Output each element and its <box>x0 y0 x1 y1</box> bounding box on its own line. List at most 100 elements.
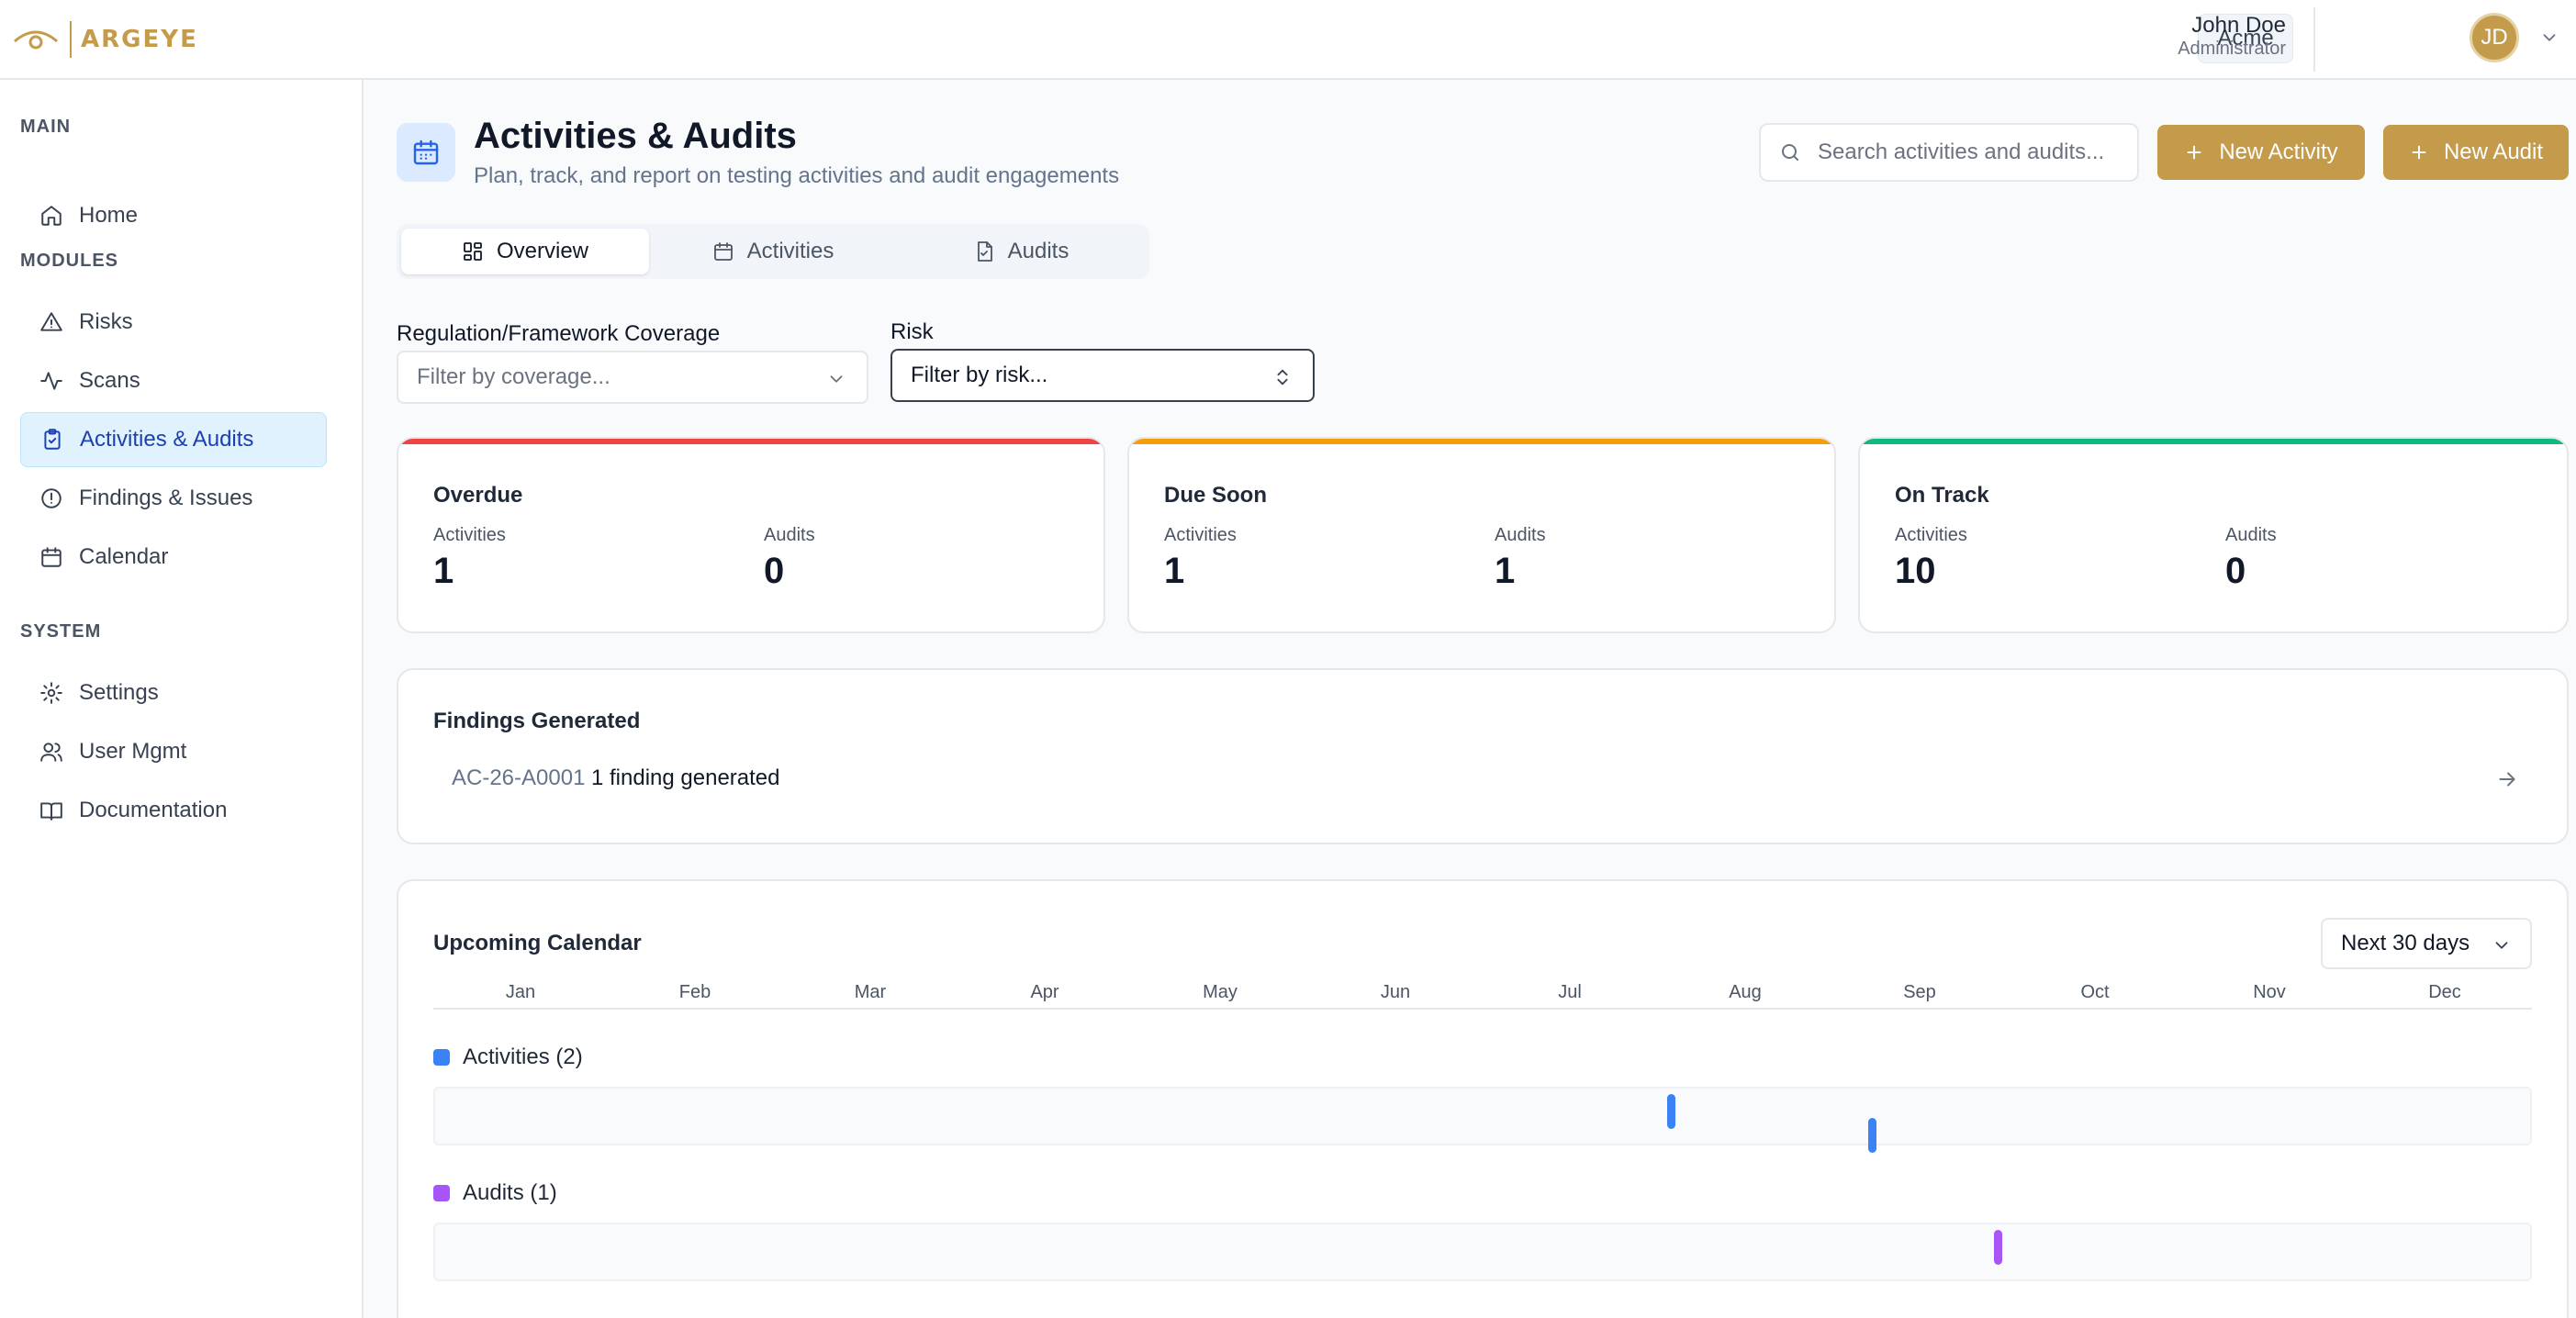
page-header-icon <box>397 123 455 182</box>
tab-label: Overview <box>496 239 589 263</box>
header-divider <box>2313 7 2315 72</box>
sidebar-item-label: Documentation <box>79 798 228 822</box>
sidebar-item-label: Calendar <box>79 544 169 569</box>
sidebar-item-label: User Mgmt <box>79 739 187 764</box>
sidebar-section-main: MAIN <box>20 117 72 137</box>
audits-label: Audits <box>2225 525 2277 545</box>
chevron-down-icon <box>826 369 846 389</box>
risk-filter-select[interactable]: Filter by risk... <box>890 349 1315 402</box>
audits-track <box>433 1223 2532 1281</box>
page-title: Activities & Audits <box>474 116 797 156</box>
home-icon <box>39 204 64 228</box>
avatar[interactable]: JD <box>2470 13 2519 62</box>
sidebar-item-label: Activities & Audits <box>80 427 254 452</box>
month-label: Oct <box>2080 982 2110 1002</box>
org-switcher-button[interactable]: Acme <box>2198 14 2293 63</box>
sidebar-item-documentation[interactable]: Documentation <box>20 783 327 838</box>
range-select[interactable]: Next 30 days <box>2321 918 2532 969</box>
month-axis: Jan Feb Mar Apr May Jun Jul Aug Sep Oct … <box>433 982 2532 1010</box>
audit-event-marker[interactable] <box>1994 1230 2002 1265</box>
search-icon <box>1779 141 1801 163</box>
risk-filter-label: Risk <box>890 319 934 344</box>
overdue-card: Overdue Activities 1 Audits 0 <box>397 437 1105 633</box>
audits-legend-label: Audits (1) <box>463 1180 557 1205</box>
user-role: Administrator <box>2178 39 2286 59</box>
view-tabs: Overview Activities Audits <box>397 224 1149 279</box>
file-check-icon <box>973 240 995 262</box>
audits-count: 0 <box>2225 551 2246 591</box>
findings-title: Findings Generated <box>433 709 641 733</box>
book-icon <box>39 799 64 822</box>
plus-icon <box>2409 142 2429 162</box>
activities-swatch <box>433 1049 450 1066</box>
sidebar-item-activities-audits[interactable]: Activities & Audits <box>20 412 327 467</box>
card-title: Due Soon <box>1164 483 1267 508</box>
finding-id-link[interactable]: AC-26-A0001 <box>452 765 586 790</box>
page-subtitle: Plan, track, and report on testing activ… <box>474 163 1120 188</box>
sidebar-item-risks[interactable]: Risks <box>20 295 327 350</box>
on-track-card: On Track Activities 10 Audits 0 <box>1858 437 2569 633</box>
audits-legend: Audits (1) <box>433 1180 557 1206</box>
clipboard-check-icon <box>39 428 65 452</box>
risk-filter-value: Filter by risk... <box>911 363 1048 387</box>
tab-audits[interactable]: Audits <box>897 229 1145 274</box>
sidebar-item-home[interactable]: Home <box>20 188 327 243</box>
findings-panel: Findings Generated AC-26-A0001 1 finding… <box>397 668 2569 844</box>
calendar-icon <box>39 545 64 569</box>
logo-text: ARGEYE <box>81 26 198 53</box>
tab-activities[interactable]: Activities <box>649 229 897 274</box>
new-activity-button[interactable]: New Activity <box>2157 125 2365 180</box>
app-logo[interactable]: ARGEYE <box>13 20 198 59</box>
chevron-down-icon[interactable] <box>2539 28 2559 48</box>
activity-event-marker[interactable] <box>1667 1094 1675 1129</box>
tab-overview[interactable]: Overview <box>401 229 649 274</box>
sidebar-item-user-mgmt[interactable]: User Mgmt <box>20 724 327 779</box>
activities-count: 1 <box>1164 551 1185 591</box>
top-bar: ARGEYE Acme John Doe Administrator JD <box>0 0 2576 80</box>
month-label: Jun <box>1380 982 1411 1002</box>
month-label: Jan <box>505 982 536 1002</box>
due-soon-card: Due Soon Activities 1 Audits 1 <box>1127 437 1836 633</box>
activity-icon <box>39 369 64 393</box>
sidebar-item-label: Scans <box>79 368 140 393</box>
sidebar-item-label: Settings <box>79 680 159 705</box>
arrow-right-icon[interactable] <box>2495 767 2519 791</box>
month-label: Apr <box>1030 982 1059 1002</box>
search-box[interactable] <box>1759 123 2139 182</box>
activities-count: 1 <box>433 551 454 591</box>
sidebar-item-settings[interactable]: Settings <box>20 665 327 720</box>
finding-summary: 1 finding generated <box>591 765 780 790</box>
calendar-icon <box>712 240 734 262</box>
audits-label: Audits <box>1495 525 1546 545</box>
user-name: John Doe <box>2191 13 2286 38</box>
month-label: Sep <box>1903 982 1936 1002</box>
sidebar-section-system: SYSTEM <box>20 621 102 642</box>
calendar-icon <box>411 138 441 167</box>
activities-legend-label: Activities (2) <box>463 1044 583 1069</box>
sidebar-item-label: Risks <box>79 309 133 334</box>
sidebar-item-label: Findings & Issues <box>79 486 253 510</box>
sidebar-item-scans[interactable]: Scans <box>20 353 327 408</box>
audits-swatch <box>433 1185 450 1201</box>
new-audit-button[interactable]: New Audit <box>2383 125 2569 180</box>
chevrons-up-down-icon <box>1272 367 1293 387</box>
card-accent <box>1860 439 2567 444</box>
month-label: Jul <box>1558 982 1582 1002</box>
sidebar-item-findings-issues[interactable]: Findings & Issues <box>20 471 327 526</box>
gear-icon <box>39 681 64 705</box>
new-activity-label: New Activity <box>2219 140 2338 164</box>
activities-legend: Activities (2) <box>433 1044 583 1070</box>
alert-triangle-icon <box>39 310 64 334</box>
coverage-filter-select[interactable]: Filter by coverage... <box>397 351 868 404</box>
audits-label: Audits <box>764 525 815 545</box>
activity-event-marker[interactable] <box>1868 1118 1876 1153</box>
new-audit-label: New Audit <box>2443 140 2544 164</box>
search-input[interactable] <box>1818 140 2111 165</box>
sidebar-item-label: Home <box>79 203 139 228</box>
eye-logo-icon <box>13 27 59 52</box>
month-label: Aug <box>1729 982 1762 1002</box>
month-label: Dec <box>2428 982 2461 1002</box>
sidebar-item-calendar[interactable]: Calendar <box>20 530 327 585</box>
activities-label: Activities <box>1164 525 1237 545</box>
logo-divider <box>70 21 72 58</box>
